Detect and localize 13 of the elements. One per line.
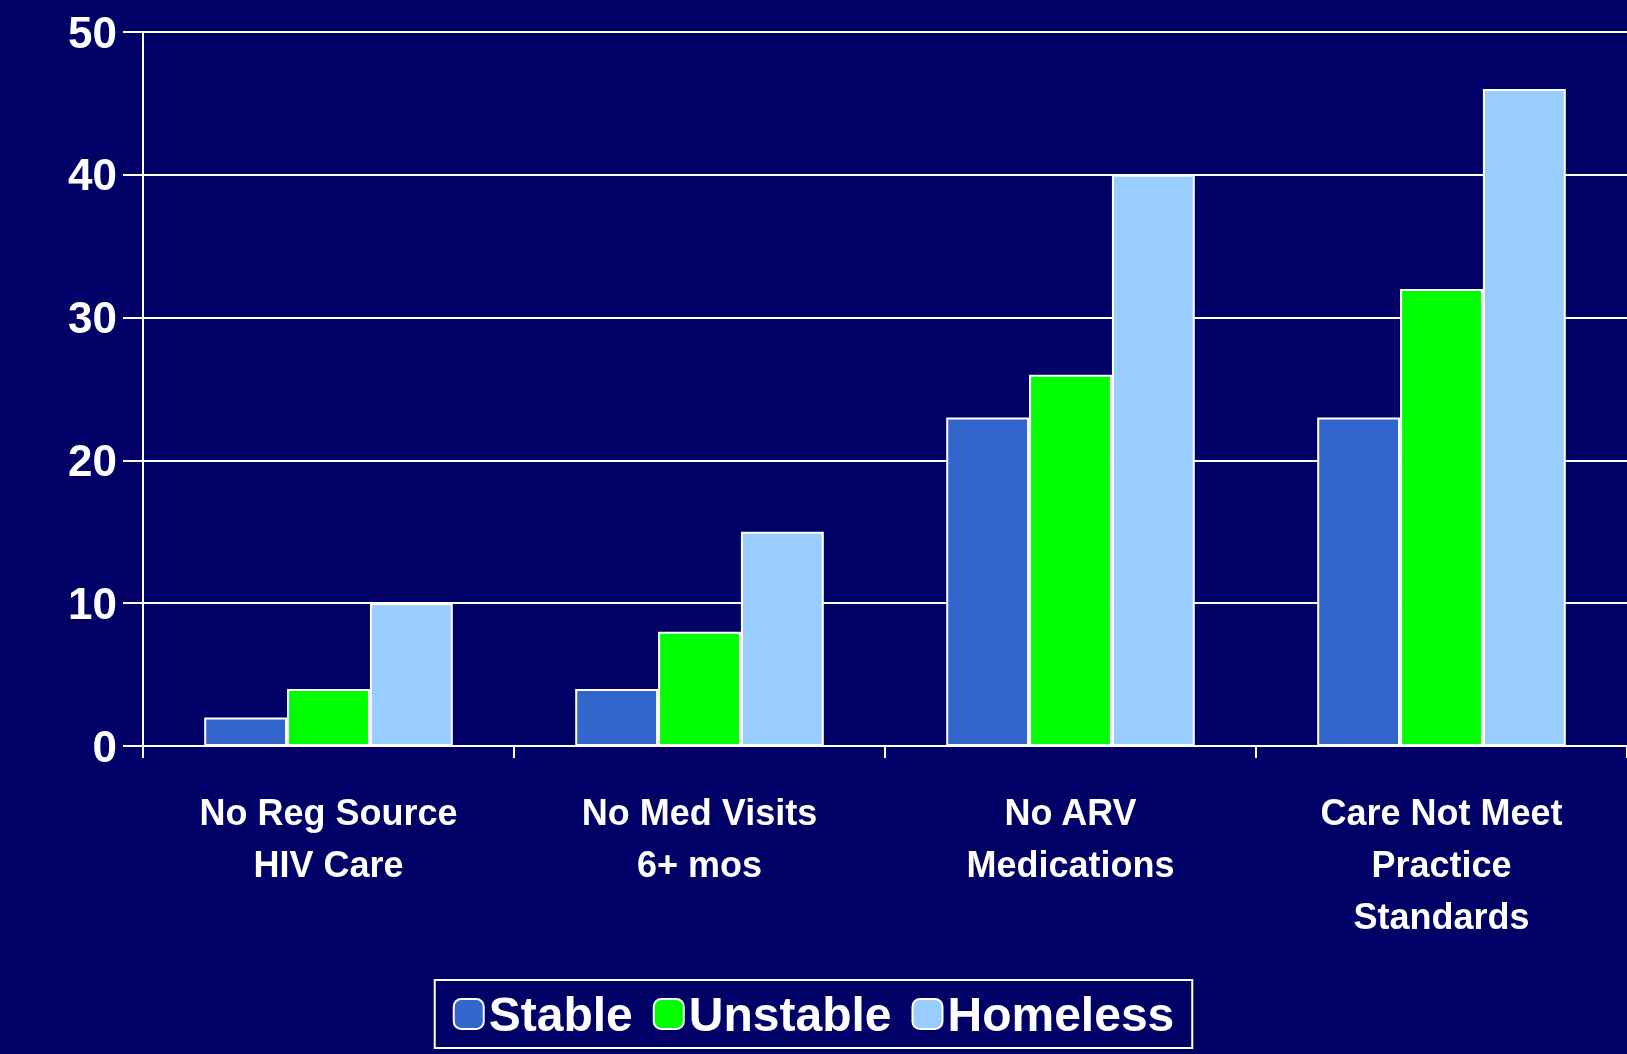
y-tick-label: 20 xyxy=(68,435,117,485)
legend-label: Unstable xyxy=(688,987,892,1041)
legend-label: Stable xyxy=(488,987,633,1041)
y-tick-label: 30 xyxy=(68,293,117,343)
y-tick-label: 10 xyxy=(68,578,117,628)
legend-label: Homeless xyxy=(947,987,1175,1041)
y-tick-label: 50 xyxy=(68,7,117,57)
y-tick-label: 40 xyxy=(68,150,117,200)
x-tick-label: No ARV Medications xyxy=(966,791,1175,885)
x-tick-label: No Med Visits 6+ mos xyxy=(581,791,818,885)
x-tick-label: No Reg Source HIV Care xyxy=(199,791,458,885)
y-tick-label: 0 xyxy=(92,721,117,771)
x-tick-label: Care Not Meet Practice Standards xyxy=(1320,791,1563,937)
